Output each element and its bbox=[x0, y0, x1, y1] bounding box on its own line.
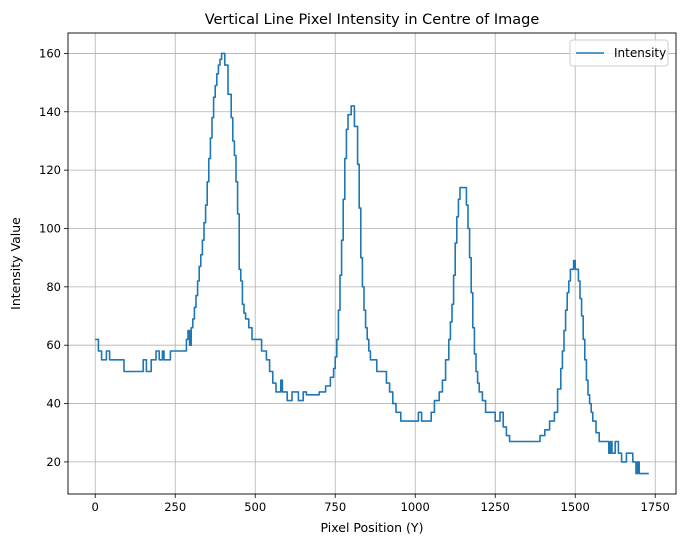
chart-title: Vertical Line Pixel Intensity in Centre … bbox=[205, 12, 540, 28]
y-tick-label: 80 bbox=[46, 280, 61, 294]
x-tick-label: 1000 bbox=[401, 500, 430, 514]
x-tick-label: 250 bbox=[164, 500, 186, 514]
y-tick-label: 120 bbox=[39, 163, 61, 177]
x-tick-label: 0 bbox=[92, 500, 99, 514]
legend-box bbox=[569, 39, 669, 67]
x-axis-ticks: 0 250 500 750 1000 1250 1500 1750 bbox=[92, 494, 670, 514]
grid bbox=[68, 33, 676, 494]
y-tick-label: 100 bbox=[39, 221, 61, 235]
plot-frame bbox=[67, 32, 677, 495]
y-axis-ticks: 20 40 60 80 100 120 140 160 bbox=[39, 46, 68, 469]
x-axis-label: Pixel Position (Y) bbox=[321, 520, 424, 535]
y-tick-label: 20 bbox=[46, 455, 61, 469]
y-tick-label: 160 bbox=[39, 46, 61, 60]
series-intensity-line bbox=[95, 52, 649, 475]
x-tick-label: 1500 bbox=[561, 500, 590, 514]
y-tick-label: 40 bbox=[46, 397, 61, 411]
y-axis-label: Intensity Value bbox=[8, 217, 23, 310]
y-tick-label: 140 bbox=[39, 105, 61, 119]
x-tick-label: 500 bbox=[244, 500, 266, 514]
legend: Intensity bbox=[569, 39, 669, 67]
x-tick-label: 1750 bbox=[641, 500, 670, 514]
y-tick-label: 60 bbox=[46, 338, 61, 352]
legend-label-intensity: Intensity bbox=[614, 46, 666, 60]
x-tick-label: 750 bbox=[324, 500, 346, 514]
x-tick-label: 1250 bbox=[481, 500, 510, 514]
